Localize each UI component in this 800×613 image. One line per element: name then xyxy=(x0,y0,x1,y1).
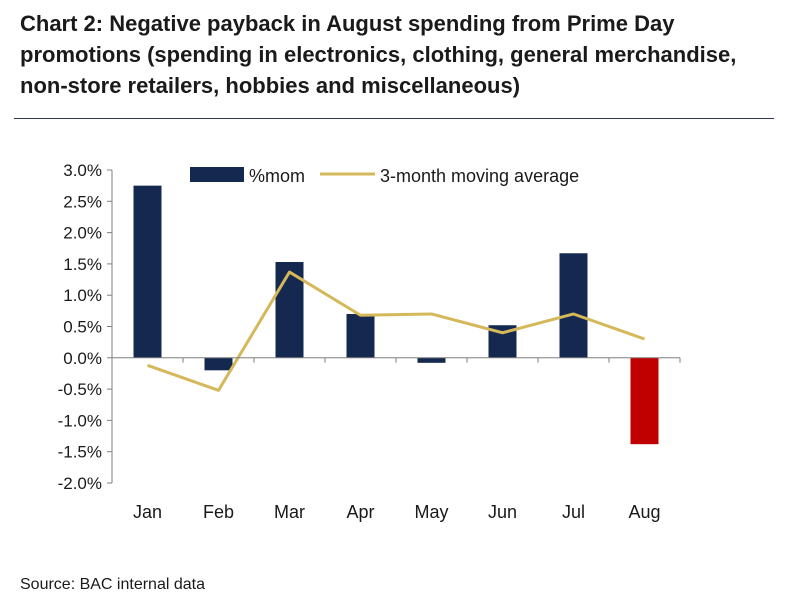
bar-aug xyxy=(630,357,659,445)
chart-title: Chart 2: Negative payback in August spen… xyxy=(20,11,737,98)
y-tick-label: 1.5% xyxy=(63,255,102,274)
bar-may xyxy=(417,357,446,363)
x-tick-label: Feb xyxy=(203,502,234,522)
y-tick-label: 0.0% xyxy=(63,349,102,368)
bar-apr xyxy=(346,313,375,358)
y-tick-label: -1.5% xyxy=(58,443,102,462)
x-tick-label: Jan xyxy=(133,502,162,522)
y-tick-label: 1.0% xyxy=(63,286,102,305)
y-tick-label: 0.5% xyxy=(63,318,102,337)
title-divider xyxy=(14,118,774,119)
y-tick-label: -2.0% xyxy=(58,474,102,493)
y-tick-label: -0.5% xyxy=(58,380,102,399)
bar-series xyxy=(133,185,659,445)
x-tick-label: Mar xyxy=(274,502,305,522)
x-tick-label: Apr xyxy=(346,502,374,522)
x-tick-label: Jun xyxy=(488,502,517,522)
line-series xyxy=(147,270,645,392)
y-tick-label: 2.5% xyxy=(63,192,102,211)
legend-label-mom: %mom xyxy=(249,166,305,186)
y-tick-label: 2.0% xyxy=(63,224,102,243)
y-tick-label: -1.0% xyxy=(58,411,102,430)
bar-jan xyxy=(133,185,162,358)
x-axis: Jan Feb Mar Apr May Jun Jul Aug xyxy=(111,357,681,522)
y-axis: -2.0% -1.5% -1.0% -0.5% 0.0% 0.5% 1.0% 1.5% 2.0%… xyxy=(58,161,113,493)
legend: %mom 3-month moving average xyxy=(190,166,579,186)
legend-label-moving-average: 3-month moving average xyxy=(380,166,579,186)
source-note: Source: BAC internal data xyxy=(20,576,205,593)
x-tick-label: May xyxy=(414,502,448,522)
x-tick-label: Aug xyxy=(628,502,660,522)
moving-average-line xyxy=(147,270,645,392)
bar-feb xyxy=(204,357,233,371)
x-tick-label: Jul xyxy=(562,502,585,522)
bar-jul xyxy=(559,253,588,358)
legend-swatch-mom xyxy=(190,167,244,182)
y-tick-label: 3.0% xyxy=(63,161,102,180)
